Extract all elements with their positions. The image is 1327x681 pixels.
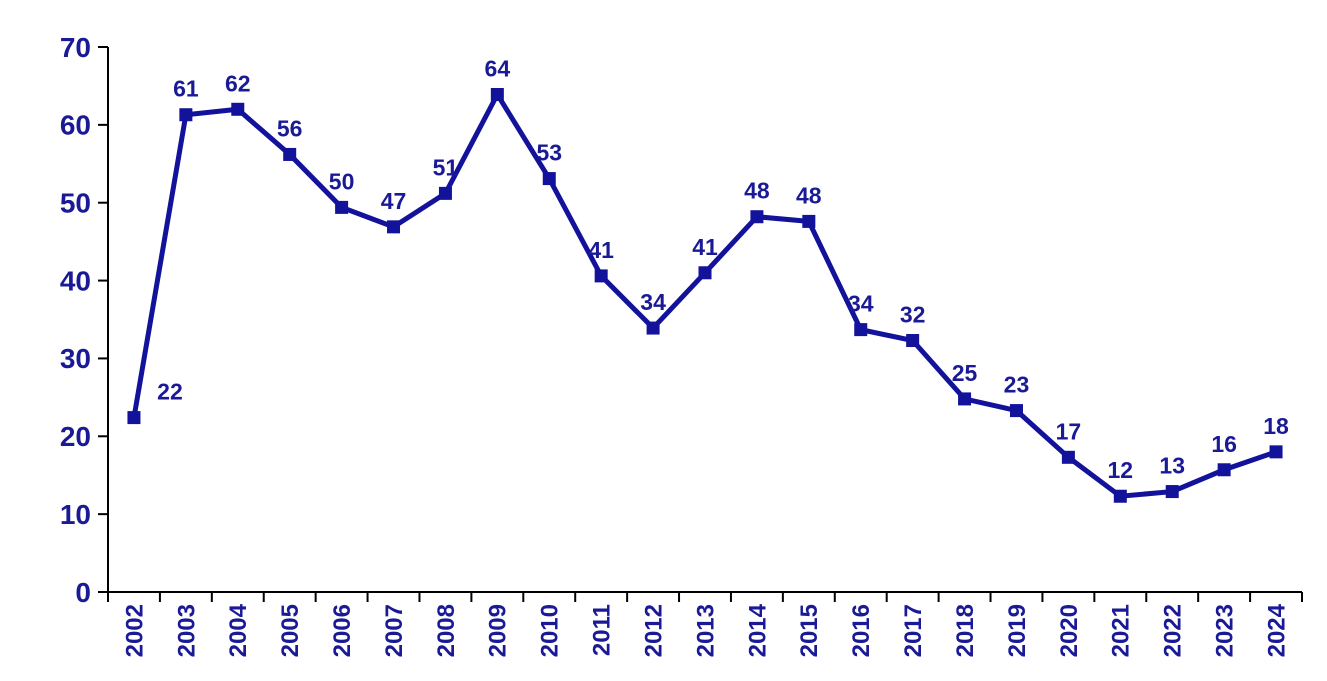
y-axis-tick-label: 40 bbox=[60, 265, 91, 296]
data-point-2021 bbox=[1113, 489, 1127, 503]
y-axis-tick-label: 70 bbox=[60, 32, 91, 63]
data-label-2002: 22 bbox=[157, 379, 183, 405]
data-point-2017 bbox=[906, 334, 920, 348]
x-axis-category-label: 2024 bbox=[1263, 603, 1290, 657]
x-axis-category-label: 2002 bbox=[121, 604, 148, 657]
data-label-2006: 50 bbox=[329, 168, 355, 194]
data-label-2019: 23 bbox=[1004, 372, 1030, 398]
data-point-2012 bbox=[646, 321, 660, 335]
data-label-2009: 64 bbox=[485, 55, 511, 81]
x-axis-category-label: 2022 bbox=[1160, 604, 1187, 657]
x-axis-category-label: 2003 bbox=[173, 604, 200, 657]
data-point-2005 bbox=[283, 147, 297, 161]
data-point-2018 bbox=[958, 392, 972, 406]
data-label-2003: 61 bbox=[173, 76, 199, 102]
data-point-2015 bbox=[802, 214, 816, 228]
x-axis-category-label: 2021 bbox=[1108, 604, 1135, 657]
data-label-2015: 48 bbox=[796, 182, 822, 208]
x-axis-category-label: 2011 bbox=[589, 604, 616, 656]
data-point-2019 bbox=[1009, 404, 1023, 418]
y-axis-tick-label: 60 bbox=[60, 110, 91, 141]
x-axis-category-label: 2006 bbox=[329, 604, 356, 657]
data-point-2020 bbox=[1061, 450, 1075, 464]
y-axis-tick-label: 0 bbox=[75, 577, 91, 608]
x-axis-category-label: 2014 bbox=[744, 603, 771, 657]
data-label-2010: 53 bbox=[536, 140, 562, 166]
data-point-2004 bbox=[231, 102, 245, 116]
data-point-2002 bbox=[127, 411, 141, 425]
x-axis-category-label: 2016 bbox=[848, 604, 875, 657]
x-axis-category-label: 2012 bbox=[640, 604, 667, 657]
data-label-2005: 56 bbox=[277, 115, 303, 141]
y-axis-tick-label: 30 bbox=[60, 343, 91, 374]
data-label-2013: 41 bbox=[692, 234, 718, 260]
data-label-2011: 41 bbox=[588, 237, 614, 263]
x-axis-category-label: 2015 bbox=[796, 604, 823, 657]
data-point-2024 bbox=[1269, 445, 1283, 459]
data-point-2014 bbox=[750, 210, 764, 224]
x-axis-category-label: 2004 bbox=[225, 603, 252, 657]
data-label-2008: 51 bbox=[433, 154, 459, 180]
data-point-2022 bbox=[1165, 485, 1179, 499]
data-label-2018: 25 bbox=[952, 360, 978, 386]
x-axis-category-label: 2009 bbox=[485, 604, 512, 657]
x-axis-category-label: 2013 bbox=[692, 604, 719, 657]
y-axis-tick-label: 10 bbox=[60, 499, 91, 530]
x-axis-category-label: 2018 bbox=[952, 604, 979, 657]
x-axis-category-label: 2017 bbox=[900, 604, 927, 657]
data-label-2016: 34 bbox=[848, 291, 874, 317]
data-point-2011 bbox=[594, 269, 608, 283]
data-point-2016 bbox=[854, 323, 868, 337]
data-point-2008 bbox=[438, 186, 452, 200]
data-label-2021: 12 bbox=[1108, 457, 1134, 483]
data-label-2024: 18 bbox=[1263, 413, 1289, 439]
data-label-2007: 47 bbox=[381, 188, 407, 214]
data-point-2023 bbox=[1217, 463, 1231, 477]
data-label-2023: 16 bbox=[1211, 431, 1237, 457]
x-axis-category-label: 2005 bbox=[277, 604, 304, 657]
data-label-2022: 13 bbox=[1159, 453, 1185, 479]
x-axis-category-label: 2007 bbox=[381, 604, 408, 657]
data-point-2003 bbox=[179, 108, 193, 122]
x-axis-category-label: 2010 bbox=[537, 604, 564, 657]
data-label-2014: 48 bbox=[744, 178, 770, 204]
data-point-2007 bbox=[387, 220, 401, 234]
data-point-2006 bbox=[335, 200, 349, 214]
data-point-2013 bbox=[698, 266, 712, 280]
data-point-2010 bbox=[542, 172, 556, 186]
data-point-2009 bbox=[490, 87, 504, 101]
data-label-2020: 17 bbox=[1056, 418, 1082, 444]
series-line bbox=[131, 89, 1277, 499]
y-axis-tick-label: 20 bbox=[60, 421, 91, 452]
data-label-2012: 34 bbox=[640, 289, 666, 315]
y-axis-tick-label: 50 bbox=[60, 188, 91, 219]
data-label-2004: 62 bbox=[225, 70, 251, 96]
x-axis-category-label: 2023 bbox=[1212, 604, 1239, 657]
x-axis-category-label: 2008 bbox=[433, 604, 460, 657]
x-axis-category-label: 2020 bbox=[1056, 604, 1083, 657]
x-axis-category-label: 2019 bbox=[1004, 604, 1031, 657]
data-label-2017: 32 bbox=[900, 302, 926, 328]
